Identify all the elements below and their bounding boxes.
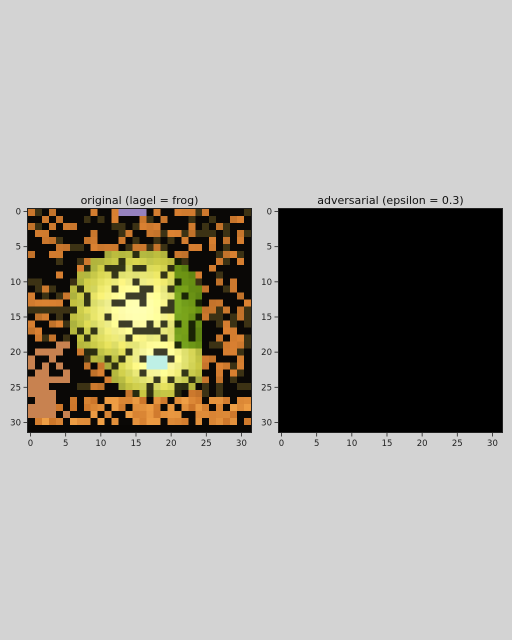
x-tick-label: 0 <box>28 439 33 449</box>
y-tick-label: 5 <box>267 243 272 253</box>
original-panel-title: original (lagel = frog) <box>80 194 199 207</box>
y-tick-label: 25 <box>261 383 272 393</box>
x-tick-label: 15 <box>382 439 393 449</box>
x-tick-label: 10 <box>346 439 357 449</box>
y-tick-label: 0 <box>16 208 21 218</box>
original-panel: original (lagel = frog) 0 5 10 15 20 25 30 0 5 10… <box>10 194 252 449</box>
y-tick-label: 25 <box>10 383 21 393</box>
x-tick-label: 15 <box>131 439 142 449</box>
original-image <box>27 208 252 433</box>
adversarial-panel-title: adversarial (epsilon = 0.3) <box>317 194 464 207</box>
x-tick-label: 0 <box>279 439 284 449</box>
y-tick-label: 5 <box>16 243 21 253</box>
y-tick-label: 10 <box>261 278 272 288</box>
x-tick-label: 25 <box>452 439 463 449</box>
y-tick-label: 15 <box>261 313 272 323</box>
original-image-canvas <box>28 209 251 432</box>
adversarial-panel: adversarial (epsilon = 0.3) 0 5 10 15 20 25 30… <box>261 194 503 449</box>
x-tick-label: 5 <box>314 439 319 449</box>
adversarial-axes: 0 5 10 15 20 25 30 0 5 10 15 20 25 30 <box>261 208 498 449</box>
y-tick-label: 30 <box>10 418 21 428</box>
y-tick-label: 10 <box>10 278 21 288</box>
adversarial-image-canvas <box>279 209 502 432</box>
adversarial-image <box>278 208 503 433</box>
y-tick-label: 30 <box>261 418 272 428</box>
x-tick-label: 30 <box>236 439 247 449</box>
y-tick-label: 15 <box>10 313 21 323</box>
y-tick-label: 20 <box>261 348 272 358</box>
x-tick-label: 10 <box>95 439 106 449</box>
x-tick-label: 30 <box>487 439 498 449</box>
y-tick-label: 20 <box>10 348 21 358</box>
x-tick-label: 5 <box>63 439 68 449</box>
x-tick-label: 20 <box>166 439 177 449</box>
x-tick-label: 20 <box>417 439 428 449</box>
y-tick-label: 0 <box>267 208 272 218</box>
original-axes: 0 5 10 15 20 25 30 0 5 10 15 20 25 30 <box>10 208 247 449</box>
x-tick-label: 25 <box>201 439 212 449</box>
